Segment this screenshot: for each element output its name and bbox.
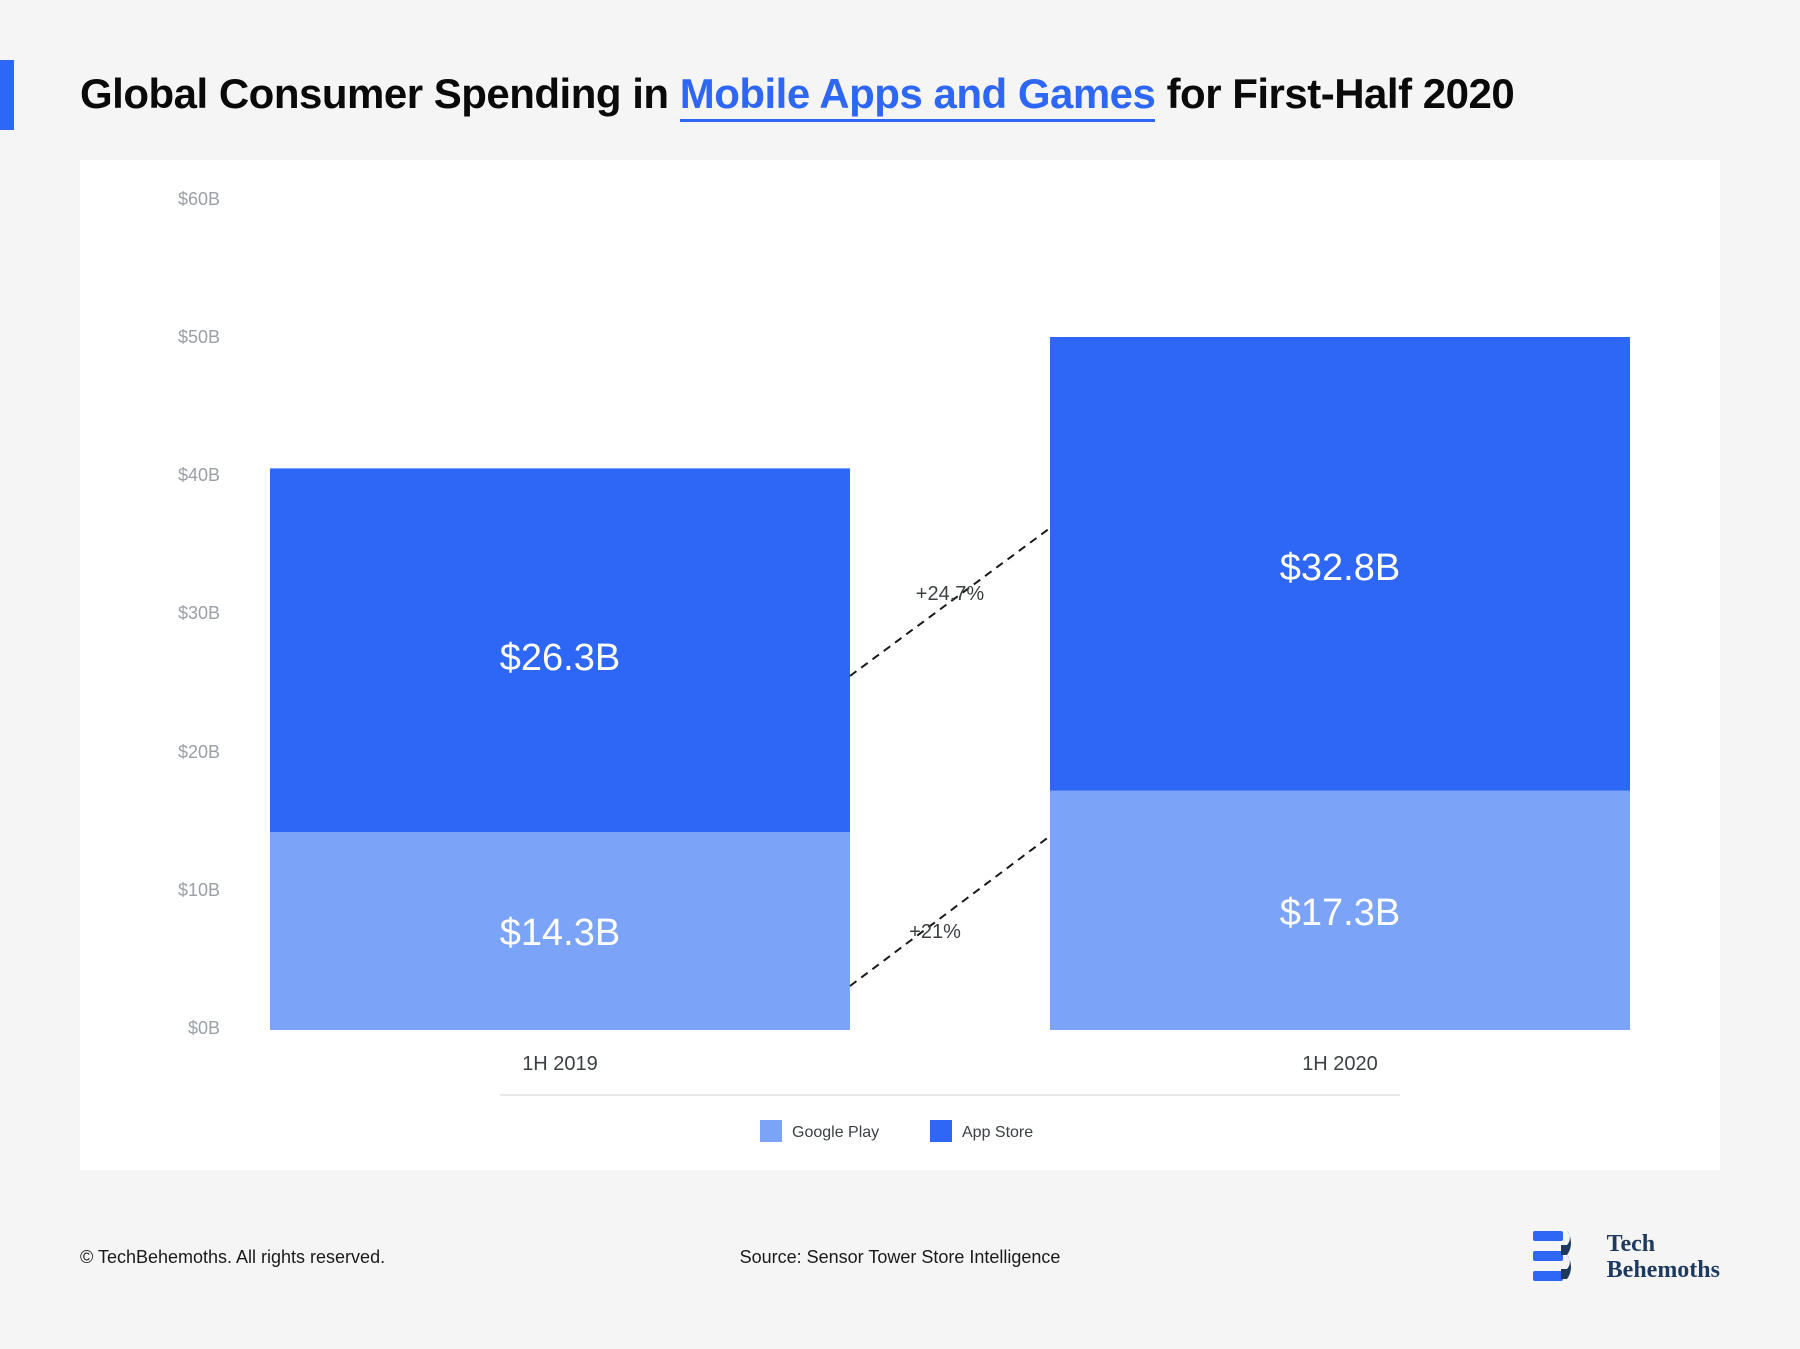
legend-swatch-app-store (930, 1120, 952, 1142)
accent-bar (0, 60, 14, 130)
ytick-60: $60B (178, 189, 220, 209)
logo-mark-icon (1527, 1225, 1591, 1289)
legend: Google Play App Store (760, 1120, 1033, 1142)
label-2019-google-play: $14.3B (500, 912, 620, 954)
growth-label-app-store: +24.7% (916, 583, 985, 605)
source-text: Source: Sensor Tower Store Intelligence (740, 1247, 1061, 1268)
xlabel-2020: 1H 2020 (1302, 1053, 1378, 1075)
legend-label-app-store: App Store (962, 1124, 1033, 1141)
y-axis-ticks: $0B $10B $20B $30B $40B $50B $60B (178, 189, 220, 1038)
logo-text: Tech Behemoths (1607, 1231, 1720, 1284)
copyright-text: © TechBehemoths. All rights reserved. (80, 1247, 385, 1268)
stacked-bar-chart: $0B $10B $20B $30B $40B $50B $60B $14.3B… (80, 160, 1720, 1170)
logo-line2: Behemoths (1607, 1257, 1720, 1283)
footer: © TechBehemoths. All rights reserved. So… (80, 1225, 1720, 1289)
ytick-10: $10B (178, 880, 220, 900)
growth-connector-google-play (850, 836, 1050, 986)
ytick-50: $50B (178, 327, 220, 347)
xlabel-2019: 1H 2019 (522, 1053, 598, 1075)
x-axis-labels: 1H 2019 1H 2020 (522, 1053, 1378, 1075)
title-post: for First-Half 2020 (1155, 70, 1514, 117)
growth-label-google-play: +21% (909, 921, 961, 943)
title-highlight: Mobile Apps and Games (680, 70, 1156, 122)
legend-label-google-play: Google Play (792, 1124, 879, 1141)
legend-swatch-google-play (760, 1120, 782, 1142)
chart-container: $0B $10B $20B $30B $40B $50B $60B $14.3B… (80, 160, 1720, 1170)
ytick-0: $0B (188, 1018, 220, 1038)
logo-line1: Tech (1607, 1231, 1720, 1257)
ytick-30: $30B (178, 603, 220, 623)
ytick-40: $40B (178, 465, 220, 485)
brand-logo: Tech Behemoths (1527, 1225, 1720, 1289)
ytick-20: $20B (178, 742, 220, 762)
label-2020-app-store: $32.8B (1280, 547, 1400, 589)
chart-title: Global Consumer Spending in Mobile Apps … (80, 70, 1720, 118)
label-2019-app-store: $26.3B (500, 637, 620, 679)
title-pre: Global Consumer Spending in (80, 70, 680, 117)
label-2020-google-play: $17.3B (1280, 892, 1400, 934)
